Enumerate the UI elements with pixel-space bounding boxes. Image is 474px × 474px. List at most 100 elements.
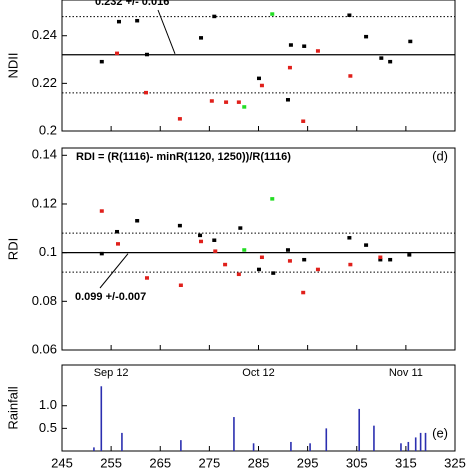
point <box>288 43 293 47</box>
point <box>242 248 247 252</box>
point <box>99 209 104 213</box>
point <box>209 99 214 103</box>
point <box>223 262 228 267</box>
bar <box>400 443 402 451</box>
point <box>242 105 247 109</box>
point <box>347 13 352 17</box>
bar <box>419 432 422 451</box>
panel-label: (e) <box>432 425 448 440</box>
x-tick-label: 285 <box>248 455 270 470</box>
point <box>259 255 264 260</box>
point <box>302 44 307 48</box>
point <box>348 74 353 78</box>
x-tick-label: 265 <box>149 455 171 470</box>
x-tick-label: 315 <box>395 455 417 470</box>
bar <box>233 417 235 451</box>
date-label: Oct 12 <box>242 367 274 379</box>
bar <box>414 437 417 451</box>
annotation-arrow <box>99 253 129 289</box>
point <box>388 257 393 262</box>
y-tick-label: 0.08 <box>32 293 57 308</box>
point <box>408 39 413 44</box>
point <box>135 219 140 223</box>
point <box>177 223 182 228</box>
point <box>99 251 104 256</box>
point <box>224 100 229 104</box>
y-tick-label: 0.14 <box>32 147 57 162</box>
y-axis-label: RDI <box>5 238 20 260</box>
bar <box>100 386 103 451</box>
point <box>199 239 204 244</box>
point <box>301 290 306 295</box>
point <box>285 248 290 252</box>
bar <box>309 443 311 451</box>
point <box>348 262 353 267</box>
point <box>144 90 149 95</box>
point <box>144 276 149 280</box>
point <box>287 65 292 70</box>
point <box>212 238 217 242</box>
point <box>116 242 121 246</box>
point <box>116 19 121 24</box>
point <box>379 56 384 60</box>
x-tick-label: 275 <box>199 455 221 470</box>
point <box>285 98 290 102</box>
x-tick-label: 295 <box>297 455 319 470</box>
point <box>115 51 120 56</box>
panel-title: RDI = (R(1116)- minR(1120, 1250))/R(1116… <box>76 151 291 163</box>
annotation: 0.232 +/- 0.016 <box>95 0 169 8</box>
point <box>388 59 393 64</box>
bar <box>252 443 255 451</box>
plot-frame <box>61 147 456 351</box>
bar <box>373 425 375 451</box>
y-tick-label: 0.06 <box>32 341 57 356</box>
date-label: Nov 11 <box>389 367 423 379</box>
x-tick-label: 255 <box>100 455 122 470</box>
point <box>301 119 306 123</box>
point <box>315 49 320 53</box>
bar <box>325 428 328 451</box>
x-tick-label: 245 <box>51 455 73 470</box>
point <box>378 255 383 260</box>
annotation-arrow <box>157 9 176 54</box>
bar <box>180 440 182 451</box>
point <box>135 18 140 23</box>
point <box>115 229 120 234</box>
point <box>407 253 412 257</box>
bar <box>93 447 95 451</box>
point <box>256 267 261 272</box>
bar <box>290 441 292 451</box>
point <box>212 14 217 19</box>
y-axis-label: NDII <box>5 53 20 79</box>
y-tick-label: 0.12 <box>32 195 57 210</box>
point <box>315 267 320 272</box>
y-tick-label: 0.2 <box>39 122 57 137</box>
y-tick-label: 0.1 <box>39 244 57 259</box>
point <box>198 233 203 238</box>
point <box>270 197 275 201</box>
point <box>364 243 369 247</box>
panel-label: (d) <box>432 148 448 163</box>
point <box>236 100 241 104</box>
point <box>271 271 276 275</box>
point <box>236 272 241 277</box>
point <box>99 59 104 64</box>
point <box>238 226 243 230</box>
y-tick-label: 1.0 <box>39 397 57 412</box>
y-axis-label: Rainfall <box>5 386 20 429</box>
point <box>144 52 149 57</box>
y-tick-label: 0.5 <box>39 420 57 435</box>
x-tick-label: 305 <box>346 455 368 470</box>
point <box>213 249 218 253</box>
point <box>287 259 292 263</box>
point <box>256 76 261 81</box>
y-tick-label: 0.22 <box>32 75 57 90</box>
point <box>378 257 383 262</box>
bar <box>424 432 427 451</box>
plot-frame <box>61 0 456 132</box>
annotation: 0.099 +/-0.007 <box>75 291 146 303</box>
point <box>199 36 204 40</box>
point <box>178 283 183 288</box>
point <box>177 117 182 121</box>
